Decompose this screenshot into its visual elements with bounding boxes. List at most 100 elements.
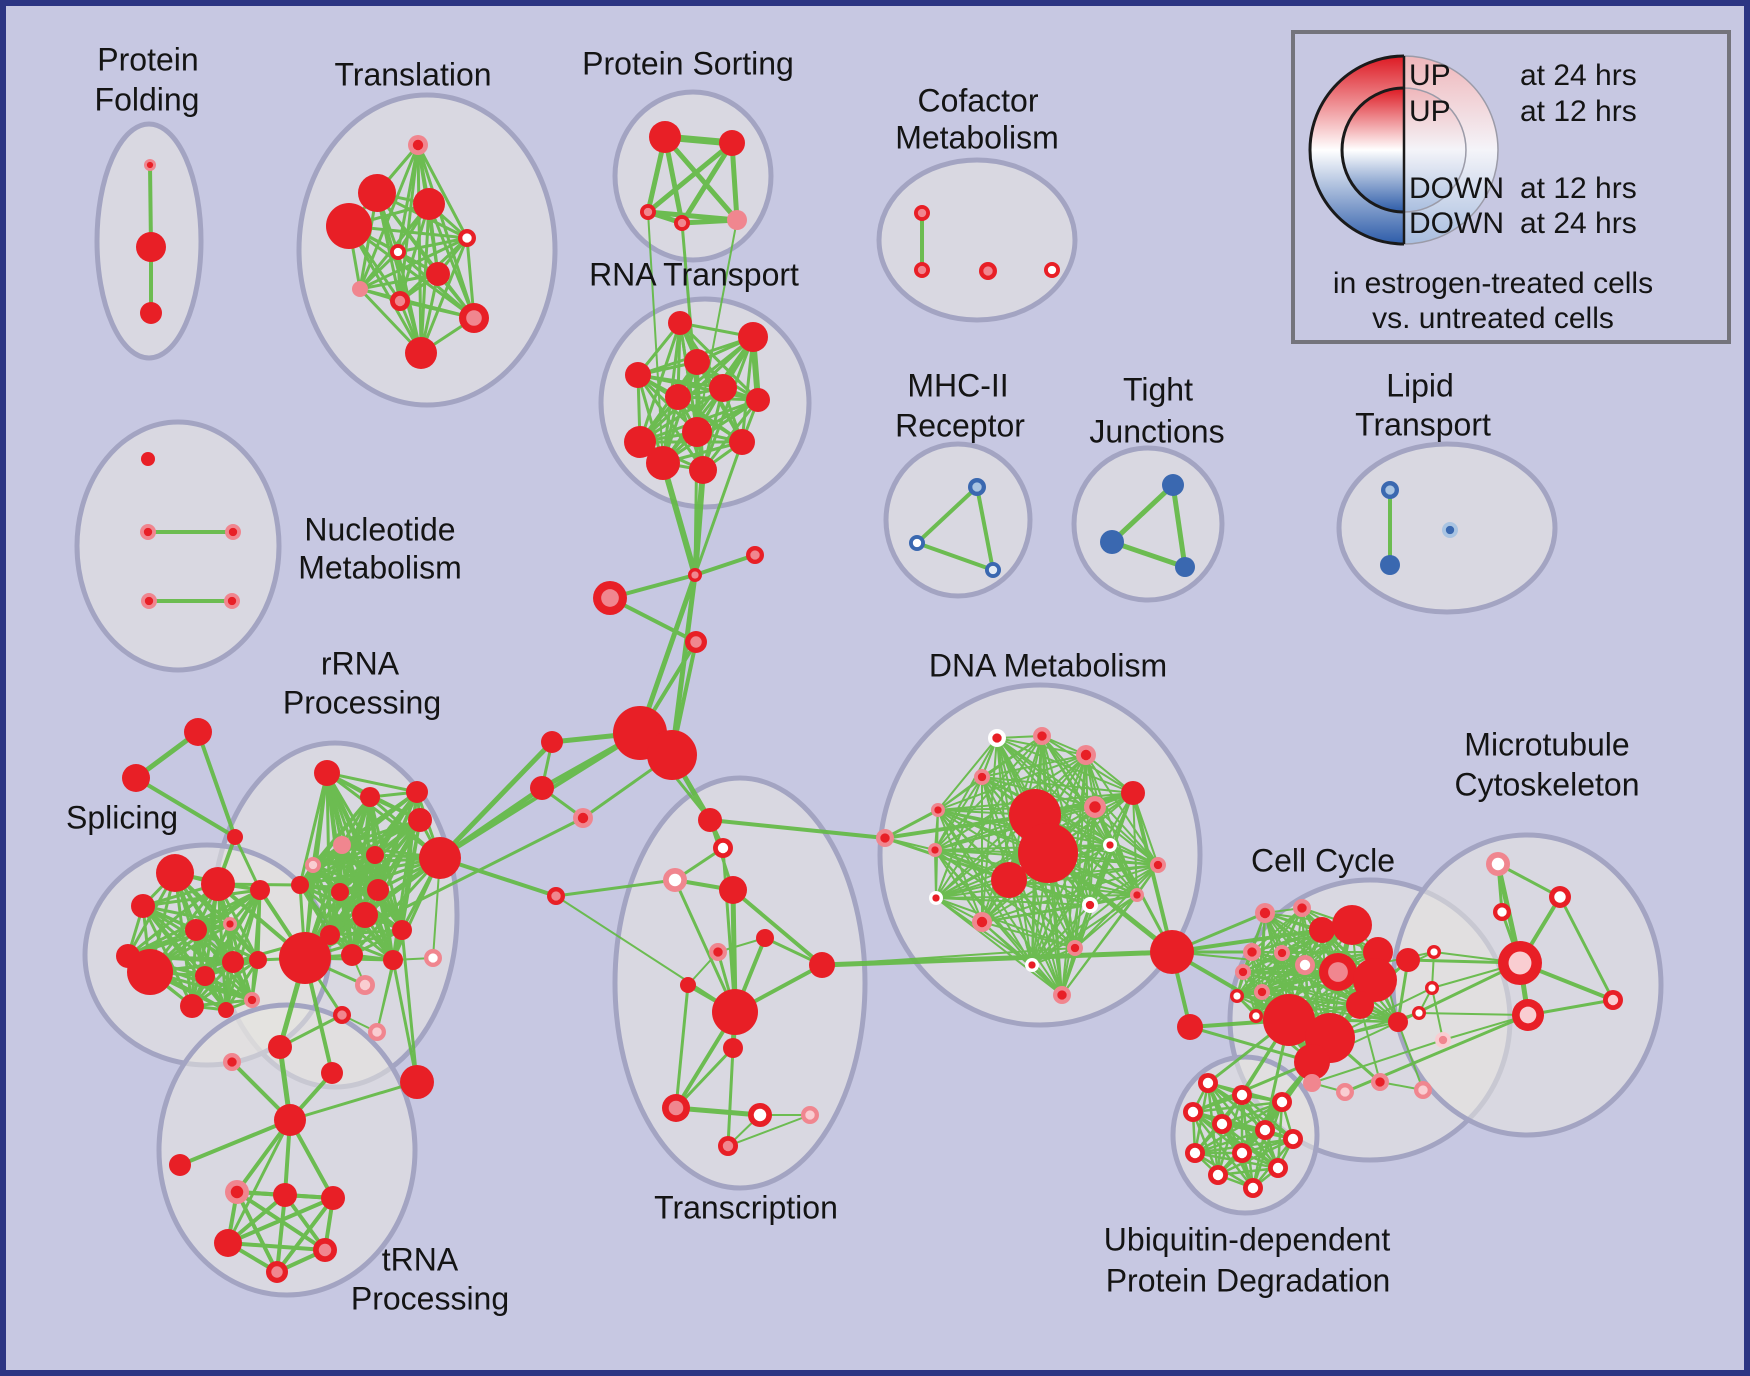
network-edge (1089, 894, 1138, 906)
network-edge (915, 485, 979, 545)
network-edge (141, 888, 262, 908)
network-edge (1109, 482, 1176, 545)
network-node-core (643, 207, 653, 217)
network-node-ring (684, 349, 710, 375)
cluster-label-nucleotide-metabolism: Nucleotide (304, 511, 455, 547)
network-node-core (1236, 1147, 1248, 1159)
network-edge (660, 460, 698, 578)
cluster-label-translation: Translation (334, 56, 491, 92)
legend-outline-outer-right (1403, 55, 1499, 245)
network-node-ring (413, 188, 445, 220)
network-edge (437, 739, 555, 861)
legend-time-0: at 24 hrs (1520, 59, 1637, 92)
cluster-label-protein-sorting: Protein Sorting (582, 45, 794, 81)
network-node-core (1238, 967, 1248, 977)
network-edge (298, 883, 354, 957)
network-node-core (668, 873, 682, 887)
cluster-ellipse-nucleotide-metabolism (74, 419, 282, 673)
network-node-core (308, 860, 318, 870)
network-node-core (983, 266, 993, 276)
legend-time-2: at 12 hrs (1520, 172, 1637, 205)
network-node-ring (712, 989, 758, 1035)
network-node-core (932, 894, 940, 902)
network-node-core (1085, 900, 1095, 910)
network-edge (419, 236, 469, 355)
network-edge (679, 140, 735, 226)
network-node-core (1247, 947, 1257, 957)
network-edge (1311, 1039, 1444, 1084)
network-edge (288, 1080, 419, 1122)
network-node-core (1080, 749, 1092, 761)
network-node-core (393, 247, 403, 257)
network-edge (416, 143, 469, 240)
network-node-ring (341, 944, 363, 966)
network-node-ring (1332, 905, 1372, 945)
network-edge (1031, 864, 1159, 966)
network-node-core (1212, 1169, 1224, 1181)
network-edge (647, 211, 664, 464)
network-node-core (1259, 907, 1271, 919)
network-node-ring (131, 894, 155, 918)
network-node-ring (291, 876, 309, 894)
network-node-core (1047, 265, 1057, 275)
network-node-core (713, 947, 723, 957)
network-node-core (691, 571, 699, 579)
network-edge (819, 949, 1175, 968)
network-edge (275, 1193, 287, 1274)
network-edge (883, 836, 1011, 882)
cluster-label-lipid-transport: Transport (1355, 406, 1491, 442)
network-edge (1242, 971, 1399, 1023)
network-edge (1170, 928, 1324, 954)
network-node-ring (991, 862, 1027, 898)
network-edge (934, 849, 983, 923)
legend-note-line1: in estrogen-treated cells (1333, 267, 1653, 300)
network-node-core (1189, 1147, 1201, 1159)
network-edge (693, 553, 757, 577)
network-edge (1251, 907, 1303, 953)
network-node-ring (383, 950, 403, 970)
network-edge (981, 844, 1111, 923)
network-edge (554, 878, 677, 898)
network-edge (693, 430, 699, 577)
network-node-core (1037, 731, 1047, 741)
network-edge (298, 883, 395, 962)
network-node-ring (625, 362, 651, 388)
network-edge (701, 398, 760, 472)
network-node-core (880, 833, 890, 843)
network-edge (376, 929, 403, 1033)
network-edge (1008, 879, 1138, 896)
network-node-core (394, 295, 406, 307)
network-edge (1220, 1100, 1284, 1126)
network-node-core (227, 596, 237, 606)
network-edge (298, 856, 442, 887)
network-node-ring (1018, 823, 1078, 883)
network-node-ring (426, 262, 450, 286)
network-edge (1109, 539, 1188, 570)
network-node-core (992, 733, 1002, 743)
network-node-core (1418, 1085, 1428, 1095)
network-edge (358, 272, 440, 291)
network-edge (937, 737, 998, 811)
network-node-core (912, 538, 922, 548)
network-node-core (1385, 485, 1395, 495)
network-edge (981, 921, 1076, 949)
network-edge (275, 1196, 335, 1274)
cluster-label-protein-folding: Protein (97, 41, 198, 77)
network-edge (673, 1105, 763, 1118)
network-nodes (116, 121, 1623, 1283)
legend-direction-3: DOWN (1409, 207, 1504, 240)
network-node-ring (541, 731, 563, 753)
network-node-ring (729, 429, 755, 455)
network-node-core (1187, 1106, 1199, 1118)
network-node-ring (279, 932, 331, 984)
network-node-ring (136, 232, 166, 262)
cluster-label-transcription: Transcription (654, 1189, 838, 1225)
network-node-ring (682, 417, 712, 447)
network-node-core (1445, 525, 1455, 535)
network-edge (1093, 805, 1174, 954)
network-node-ring (180, 994, 204, 1018)
network-edge (981, 776, 1134, 794)
network-edge (226, 1118, 292, 1245)
network-edge (981, 754, 1087, 778)
